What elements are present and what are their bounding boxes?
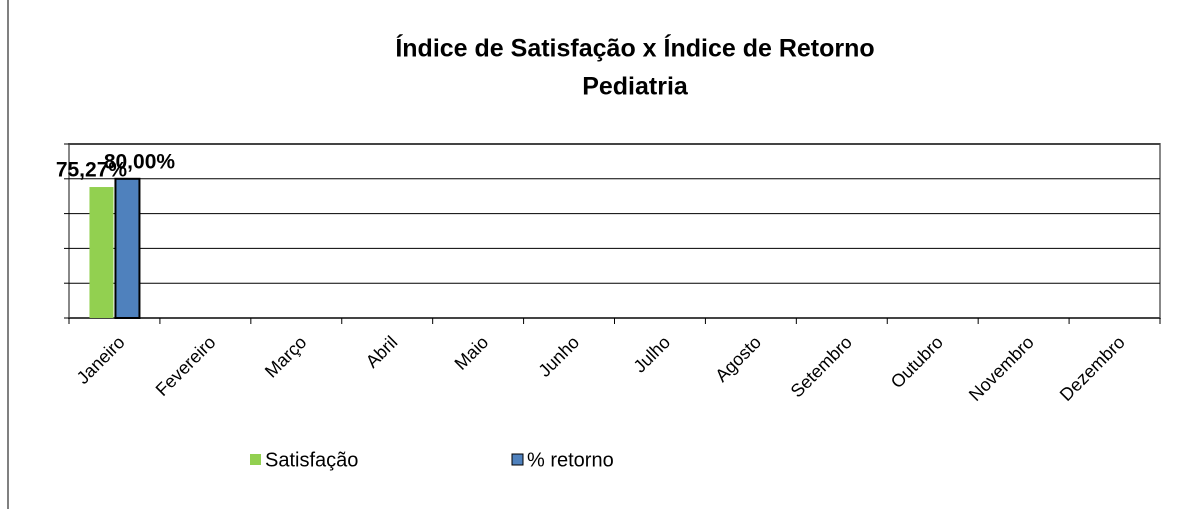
data-label: 75,27% <box>56 159 128 182</box>
x-tick-label: Junho <box>534 332 583 381</box>
x-tick-label: Maio <box>451 332 493 374</box>
plot-area <box>68 143 1161 319</box>
x-tick-label: Novembro <box>965 332 1038 405</box>
x-tick-label: Julho <box>630 332 675 377</box>
data-label: 80,00% <box>104 150 176 173</box>
x-tick-label: Setembro <box>787 332 856 401</box>
x-tick-label: Dezembro <box>1056 332 1129 405</box>
bar <box>89 187 114 318</box>
legend-swatch <box>511 453 524 466</box>
x-tick-label: Março <box>261 332 311 382</box>
x-tick-label: Outubro <box>887 332 947 392</box>
bar <box>114 177 141 319</box>
chart-title: Índice de Satisfação x Índice de Retorno <box>395 34 874 63</box>
x-tick-label: Abril <box>362 332 402 372</box>
legend-label: Satisfação <box>265 449 358 471</box>
legend-label: % retorno <box>527 449 614 471</box>
legend-swatch <box>250 454 261 465</box>
x-tick-label: Fevereiro <box>152 332 220 400</box>
x-tick-label: Agosto <box>711 332 765 386</box>
chart-subtitle: Pediatria <box>582 73 689 101</box>
x-tick-label: Janeiro <box>73 332 129 388</box>
